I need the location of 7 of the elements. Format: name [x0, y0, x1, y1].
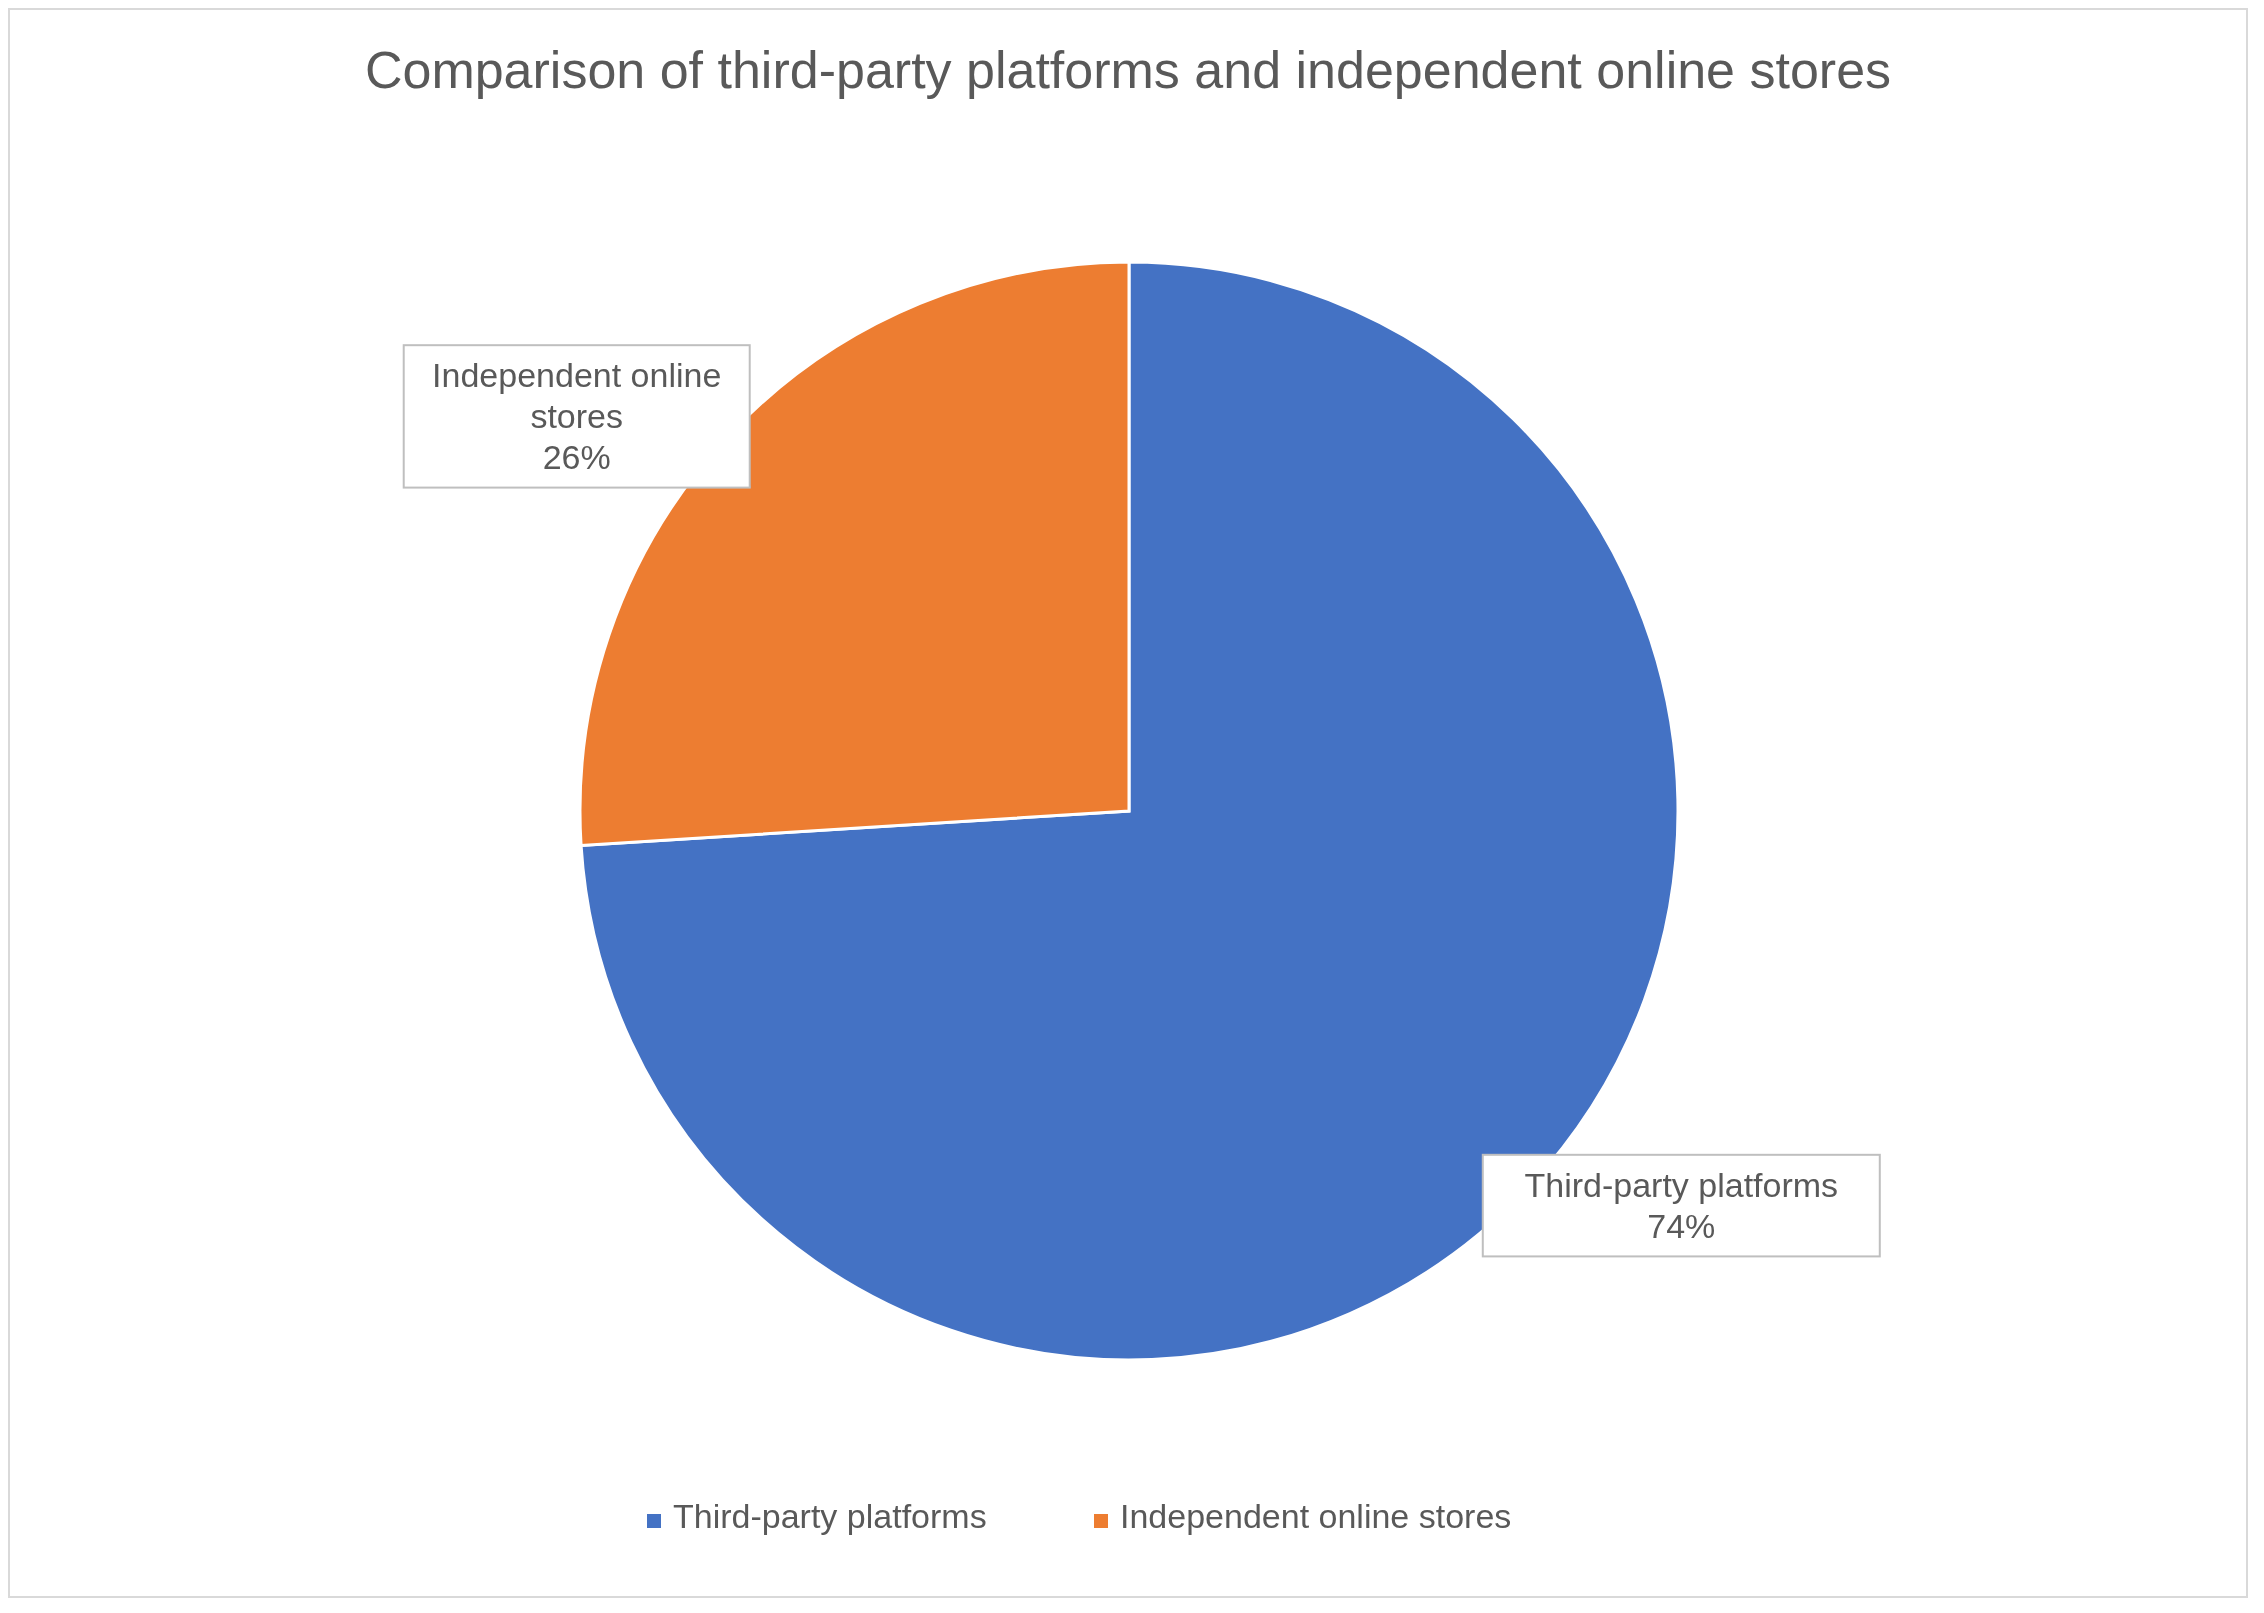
data-label: 26% — [542, 438, 611, 477]
legend-label: Independent online stores — [1120, 1497, 1512, 1535]
slice-label: Third-party platforms — [1524, 1166, 1839, 1205]
slice-label: Independent online stores — [432, 356, 722, 436]
chart-title: Comparison of third-party platforms and independent online stores — [364, 41, 1892, 99]
data-label: 74% — [1647, 1206, 1716, 1245]
legend-label: Third-party platforms — [673, 1497, 987, 1535]
